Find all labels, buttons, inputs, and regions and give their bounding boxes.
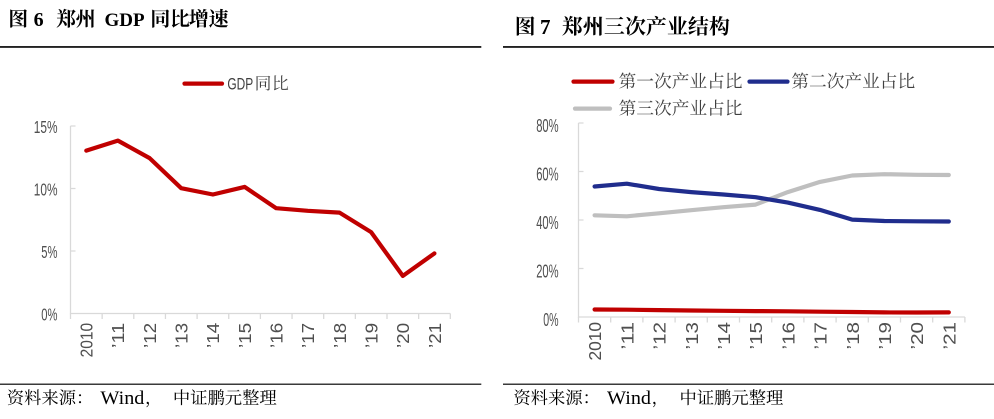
svg-text:GDP: GDP <box>105 10 146 31</box>
svg-text:’20: ’20 <box>393 323 413 348</box>
svg-text:Wind: Wind <box>100 388 145 409</box>
svg-text:’21: ’21 <box>939 322 959 350</box>
svg-text:’17: ’17 <box>298 323 318 348</box>
svg-text:’19: ’19 <box>875 322 895 350</box>
svg-text:’16: ’16 <box>267 323 287 348</box>
svg-text:40%: 40% <box>536 213 558 233</box>
svg-text:7: 7 <box>540 15 551 39</box>
svg-text:’19: ’19 <box>361 323 381 348</box>
svg-text:2010: 2010 <box>585 322 605 361</box>
svg-text:’17: ’17 <box>811 322 831 350</box>
svg-text:’11: ’11 <box>108 323 128 348</box>
svg-text:’18: ’18 <box>330 323 350 348</box>
svg-text:’12: ’12 <box>140 323 160 348</box>
svg-text:’20: ’20 <box>907 322 927 350</box>
svg-text:0%: 0% <box>543 310 558 330</box>
svg-text:’15: ’15 <box>235 323 255 348</box>
svg-text:20%: 20% <box>536 262 558 282</box>
svg-text:60%: 60% <box>536 165 558 185</box>
svg-text:GDP: GDP <box>227 74 253 93</box>
svg-text:’11: ’11 <box>617 322 637 350</box>
svg-text:Wind: Wind <box>607 388 652 409</box>
svg-text:10%: 10% <box>34 180 58 200</box>
svg-text:’21: ’21 <box>425 323 445 348</box>
svg-text:’18: ’18 <box>843 322 863 350</box>
svg-text:’12: ’12 <box>650 322 670 350</box>
svg-text:15%: 15% <box>34 117 58 137</box>
svg-text:’14: ’14 <box>203 323 223 348</box>
svg-text:’13: ’13 <box>172 323 192 348</box>
svg-text:’16: ’16 <box>778 322 798 350</box>
svg-text:6: 6 <box>34 9 44 31</box>
svg-text:’13: ’13 <box>682 322 702 350</box>
svg-text:5%: 5% <box>41 242 57 262</box>
svg-text:’14: ’14 <box>714 322 734 350</box>
svg-text:0%: 0% <box>41 305 57 325</box>
svg-text:’15: ’15 <box>746 322 766 350</box>
svg-text:2010: 2010 <box>77 323 97 358</box>
svg-text:80%: 80% <box>536 116 558 136</box>
